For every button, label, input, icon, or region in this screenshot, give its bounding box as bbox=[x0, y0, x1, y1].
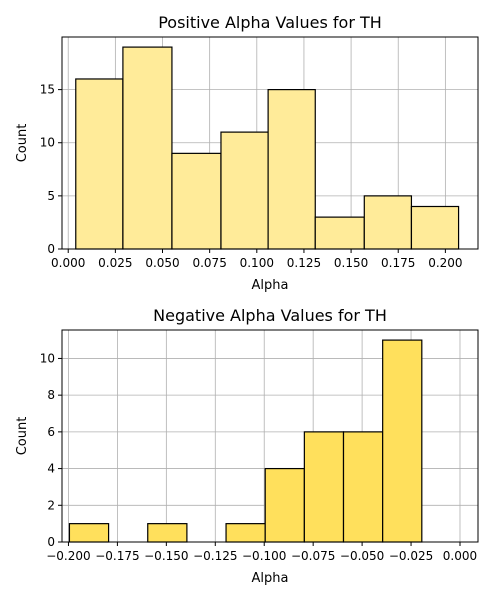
y-tick-label: 2 bbox=[47, 498, 55, 512]
y-axis-label: Count bbox=[15, 417, 30, 456]
histogram-bar bbox=[68, 523, 110, 543]
histogram-bar bbox=[171, 152, 222, 250]
x-tick-label: 0.125 bbox=[287, 256, 321, 270]
x-tick-label: 0.175 bbox=[381, 256, 415, 270]
x-tick-label: −0.025 bbox=[389, 549, 433, 563]
y-tick-label: 8 bbox=[47, 388, 55, 402]
x-tick-label: 0.000 bbox=[443, 549, 477, 563]
chart-title: Negative Alpha Values for TH bbox=[153, 306, 387, 325]
histogram-bar bbox=[264, 467, 305, 543]
x-axis-label: Alpha bbox=[252, 278, 289, 293]
y-axis-label: Count bbox=[15, 124, 30, 163]
histogram-bar bbox=[75, 78, 124, 250]
positive-alpha-histogram: Positive Alpha Values for TH Alpha Count… bbox=[15, 13, 479, 293]
histogram-bar bbox=[225, 523, 266, 543]
x-axis-label: Alpha bbox=[252, 571, 289, 586]
y-tick-label: 4 bbox=[47, 462, 55, 476]
y-tick-label: 10 bbox=[40, 351, 55, 365]
chart-title: Positive Alpha Values for TH bbox=[158, 13, 382, 32]
y-tick-label: 0 bbox=[47, 535, 55, 549]
negative-alpha-histogram: Negative Alpha Values for TH Alpha Count… bbox=[15, 306, 479, 586]
x-tick-label: −0.125 bbox=[193, 549, 237, 563]
x-tick-label: −0.050 bbox=[340, 549, 384, 563]
x-tick-label: 0.150 bbox=[334, 256, 368, 270]
histogram-bar bbox=[267, 89, 316, 250]
y-tick-label: 5 bbox=[47, 189, 55, 203]
y-tick-label: 0 bbox=[47, 242, 55, 256]
y-tick-label: 15 bbox=[40, 83, 55, 97]
histogram-bar bbox=[303, 431, 345, 543]
histogram-bar bbox=[363, 195, 413, 250]
histogram-bar bbox=[342, 431, 384, 543]
histogram-bar bbox=[122, 46, 173, 250]
axes-frame bbox=[61, 329, 479, 543]
histogram-bar bbox=[314, 216, 365, 250]
x-tick-label: −0.100 bbox=[242, 549, 286, 563]
x-tick-label: −0.200 bbox=[46, 549, 90, 563]
x-tick-label: 0.050 bbox=[145, 256, 179, 270]
x-tick-label: 0.075 bbox=[192, 256, 226, 270]
histogram-bar bbox=[220, 131, 269, 250]
y-tick-label: 6 bbox=[47, 425, 55, 439]
x-tick-label: 0.200 bbox=[428, 256, 462, 270]
histogram-bar bbox=[382, 339, 423, 543]
x-tick-label: 0.100 bbox=[240, 256, 274, 270]
histogram-bar bbox=[147, 523, 188, 543]
histogram-bar bbox=[410, 205, 460, 250]
x-tick-label: 0.000 bbox=[51, 256, 85, 270]
x-tick-label: −0.150 bbox=[144, 549, 188, 563]
x-tick-label: −0.075 bbox=[291, 549, 335, 563]
x-tick-label: 0.025 bbox=[98, 256, 132, 270]
y-tick-label: 10 bbox=[40, 136, 55, 150]
x-tick-label: −0.175 bbox=[95, 549, 139, 563]
